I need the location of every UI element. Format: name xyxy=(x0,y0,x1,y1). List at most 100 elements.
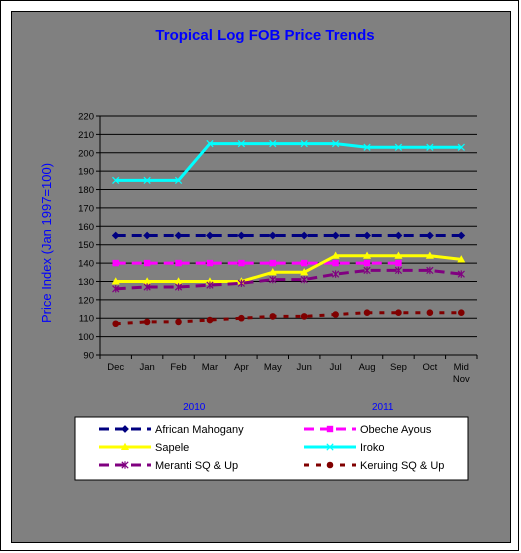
legend-entry: Meranti SQ & Up xyxy=(99,460,238,472)
y-axis-label: Price Index (Jan 1997=100) xyxy=(39,163,54,323)
x-tick-label: Mar xyxy=(202,362,218,373)
data-point xyxy=(300,139,308,148)
y-tick-label: 200 xyxy=(78,148,94,159)
data-point xyxy=(174,176,183,184)
data-point xyxy=(395,259,402,267)
chart-svg: Tropical Log FOB Price Trends Price Inde… xyxy=(39,27,478,481)
data-point xyxy=(363,309,371,317)
data-point xyxy=(112,285,120,293)
y-tick-label: 90 xyxy=(83,351,94,362)
data-point xyxy=(326,461,334,469)
data-point xyxy=(268,231,277,240)
year-label: 2010 xyxy=(183,402,206,413)
legend-label: African Mahogany xyxy=(155,424,244,436)
year-labels: 2010 2011 xyxy=(183,402,394,413)
data-point xyxy=(363,143,371,151)
data-point xyxy=(206,281,214,289)
x-tick-label: Dec xyxy=(107,362,124,373)
chart-title: Tropical Log FOB Price Trends xyxy=(155,27,374,44)
chart-area: Tropical Log FOB Price Trends Price Inde… xyxy=(11,11,511,543)
data-point xyxy=(457,270,465,278)
y-tick-label: 180 xyxy=(78,185,94,196)
data-point xyxy=(331,231,340,240)
data-point xyxy=(395,309,402,317)
data-point xyxy=(300,268,309,276)
data-point xyxy=(426,266,434,275)
x-tick-label: Aug xyxy=(359,362,376,373)
series-line xyxy=(115,268,462,291)
x-tick-label: Feb xyxy=(170,362,186,373)
series-meranti-sq-up xyxy=(112,266,465,293)
data-point xyxy=(301,259,308,267)
data-point xyxy=(426,309,434,317)
series-african-mahogany xyxy=(111,231,466,240)
y-tick-label: 170 xyxy=(78,203,94,214)
series-keruing-sq-up xyxy=(112,309,465,328)
y-tick-label: 210 xyxy=(78,130,94,141)
data-point xyxy=(206,139,214,148)
series-line xyxy=(115,254,462,283)
data-point xyxy=(457,309,465,317)
series-obeche-ayous xyxy=(112,259,402,267)
data-point xyxy=(425,231,434,240)
data-point xyxy=(394,231,403,240)
data-point xyxy=(206,259,214,267)
legend-entry: Iroko xyxy=(304,442,384,454)
data-point xyxy=(362,251,372,259)
data-point xyxy=(206,316,214,324)
legend-entry: African Mahogany xyxy=(99,424,244,436)
data-point xyxy=(143,231,152,240)
y-tick-label: 130 xyxy=(78,277,94,288)
series-line xyxy=(115,142,462,182)
data-point xyxy=(394,143,403,151)
legend-entry: Obeche Ayous xyxy=(304,424,432,436)
data-point xyxy=(206,231,214,240)
data-point xyxy=(300,231,309,240)
data-point xyxy=(238,314,245,322)
legend: African Mahogany Obeche Ayous Sapele Iroko M… xyxy=(74,416,469,481)
data-point xyxy=(237,231,246,240)
series-sapele xyxy=(111,251,466,285)
data-point xyxy=(121,425,129,433)
y-tick-label: 140 xyxy=(78,259,94,270)
data-point xyxy=(269,139,277,148)
data-point xyxy=(269,313,277,320)
data-point xyxy=(332,270,340,278)
legend-label: Obeche Ayous xyxy=(360,424,432,436)
data-point xyxy=(457,231,466,240)
x-tick-label: Apr xyxy=(234,362,249,373)
legend-entry: Keruing SQ & Up xyxy=(304,460,444,472)
data-point xyxy=(326,425,334,433)
data-point xyxy=(175,318,182,326)
data-point xyxy=(300,275,308,284)
data-point xyxy=(394,266,403,275)
x-tick-label: Sep xyxy=(390,362,407,373)
x-tick-label: May xyxy=(264,362,282,373)
data-point xyxy=(237,139,245,148)
data-point xyxy=(174,283,183,291)
data-point xyxy=(143,283,151,291)
y-tick-label: 150 xyxy=(78,240,94,251)
y-tick-label: 160 xyxy=(78,222,94,233)
data-point xyxy=(143,176,151,184)
legend-label: Iroko xyxy=(360,442,384,454)
y-tick-label: 190 xyxy=(78,167,94,178)
y-tick-label: 220 xyxy=(78,112,94,123)
x-tick-label: Jan xyxy=(139,362,154,373)
y-tick-label: 120 xyxy=(78,295,94,306)
data-point xyxy=(238,259,245,267)
legend-label: Keruing SQ & Up xyxy=(360,460,444,472)
data-point xyxy=(332,311,339,318)
x-tick-label: Mid Nov xyxy=(453,362,470,385)
data-point xyxy=(457,255,466,263)
data-point xyxy=(111,231,120,240)
data-point xyxy=(143,318,151,326)
data-point xyxy=(332,259,339,267)
data-point xyxy=(326,443,334,451)
data-point xyxy=(269,259,276,267)
data-point xyxy=(121,461,129,469)
x-tick-label: Oct xyxy=(422,362,437,373)
data-point xyxy=(120,442,130,451)
data-point xyxy=(426,143,434,151)
